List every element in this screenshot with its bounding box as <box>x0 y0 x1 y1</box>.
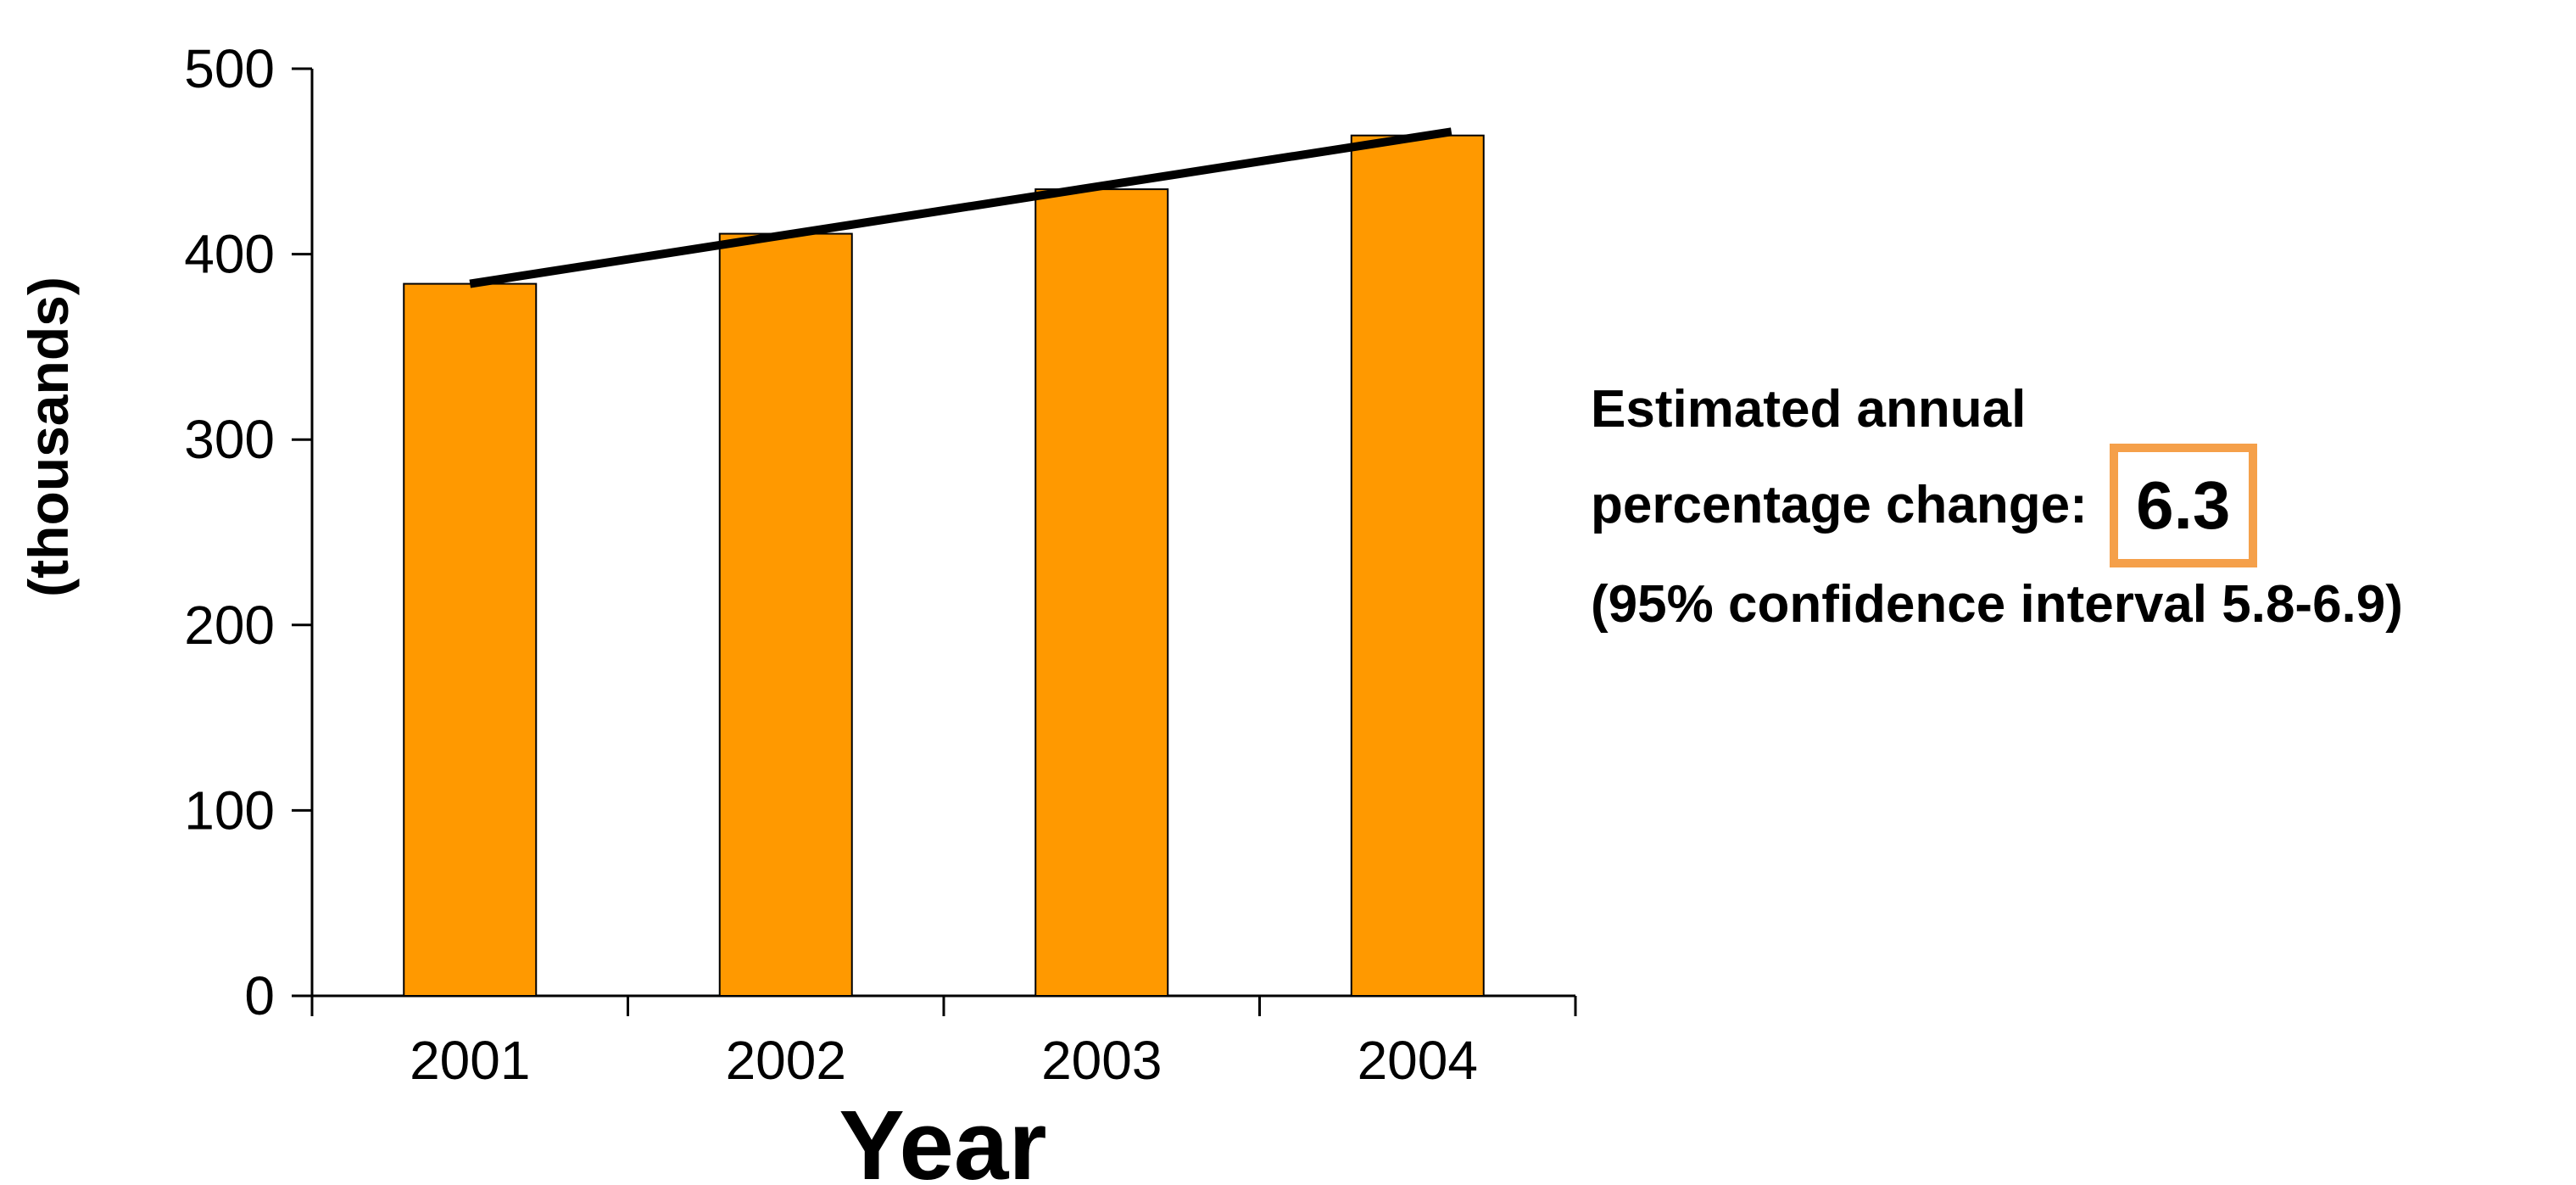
y-axis: 0 100 200 300 400 500 <box>184 38 314 1026</box>
x-axis: 2001 2002 2003 2004 <box>310 994 1577 1091</box>
y-axis-title: (thousands) <box>17 277 80 597</box>
x-tick-label-2003: 2003 <box>1041 1030 1162 1091</box>
x-tick-label-2001: 2001 <box>410 1030 530 1091</box>
y-tick-label: 0 <box>244 965 275 1026</box>
trend-line-group <box>469 127 1452 288</box>
percentage-change-value-box: 6.3 <box>2109 444 2257 567</box>
x-axis-title: Year <box>839 1090 1046 1185</box>
y-tick-label: 500 <box>184 38 275 99</box>
x-tick-label-2004: 2004 <box>1358 1030 1478 1091</box>
bar-2002 <box>718 232 853 997</box>
y-tick-label: 400 <box>184 224 275 285</box>
y-tick-label: 100 <box>184 780 275 841</box>
confidence-interval-text: (95% confidence interval 5.8-6.9) <box>1591 575 2403 634</box>
bar-2001 <box>403 282 538 997</box>
bar-2003 <box>1034 188 1169 997</box>
x-tick-label-2002: 2002 <box>726 1030 846 1091</box>
y-tick-label: 200 <box>184 595 275 656</box>
trend-line <box>469 127 1452 288</box>
bars <box>403 134 1485 998</box>
bar-2004 <box>1350 134 1485 998</box>
annotation-line-1: Estimated annual <box>1591 380 2027 439</box>
annual-change-annotation: Estimated annual percentage change: 6.3 … <box>1591 383 2403 631</box>
bar-chart: 0 100 200 300 400 500 2001 2002 2003 2004 (thous… <box>17 38 1577 1185</box>
y-tick-label: 300 <box>184 409 275 470</box>
annotation-line-2: percentage change: <box>1591 476 2088 534</box>
